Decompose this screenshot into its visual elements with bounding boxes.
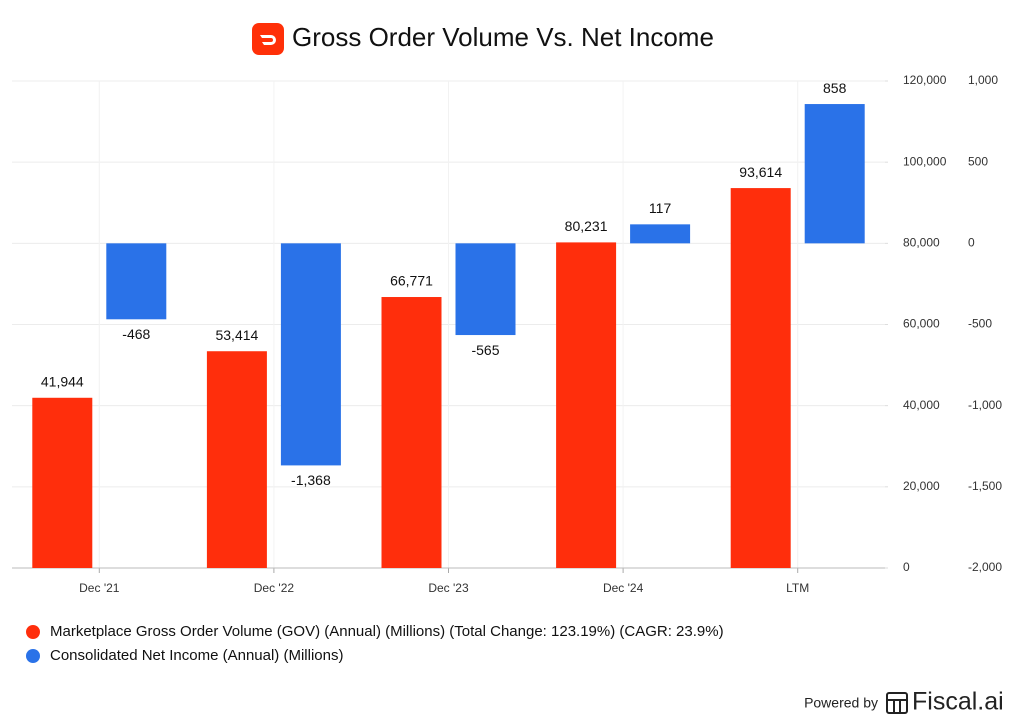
bar (106, 243, 167, 320)
bar (32, 397, 93, 568)
x-tick-label: Dec '24 (603, 581, 644, 595)
y2-tick-label: -1,000 (968, 398, 1002, 412)
legend-label: Marketplace Gross Order Volume (GOV) (An… (50, 623, 724, 640)
brand-name: Fiscal.ai (912, 688, 1004, 716)
bar (381, 297, 442, 568)
legend-label: Consolidated Net Income (Annual) (Millio… (50, 647, 343, 664)
logo-glyph (260, 35, 276, 45)
value-label: -565 (471, 342, 499, 358)
y-tick-label: 100,000 (903, 154, 947, 168)
x-tick-label: Dec '23 (428, 581, 469, 595)
title-logo (252, 23, 284, 55)
x-tick-label: Dec '22 (254, 581, 295, 595)
y2-tick-label: 1,000 (968, 73, 998, 87)
legend-marker (26, 649, 40, 663)
legend-marker (26, 625, 40, 639)
value-label: -1,368 (291, 472, 331, 488)
value-label: 80,231 (565, 218, 608, 234)
value-label: 66,771 (390, 273, 433, 289)
bar (280, 243, 341, 466)
bar (556, 242, 617, 568)
value-label: 858 (823, 80, 847, 96)
y-tick-label: 60,000 (903, 317, 940, 331)
bar (730, 188, 791, 568)
powered-by: Powered by (804, 695, 878, 711)
y2-tick-label: 500 (968, 154, 988, 168)
y2-tick-label: 0 (968, 236, 975, 250)
y-tick-label: 20,000 (903, 479, 940, 493)
value-label: 117 (649, 200, 672, 216)
brand-icon (886, 692, 908, 714)
value-label: 53,414 (215, 327, 258, 343)
y2-tick-label: -2,000 (968, 560, 1002, 574)
chart-title: Gross Order Volume Vs. Net Income (292, 22, 714, 52)
bar (455, 243, 516, 336)
y2-tick-label: -1,500 (968, 479, 1002, 493)
x-tick-label: LTM (786, 581, 809, 595)
y2-tick-label: -500 (968, 317, 992, 331)
bar (206, 351, 267, 568)
y-tick-label: 0 (903, 560, 910, 574)
x-tick-label: Dec '21 (79, 581, 120, 595)
value-label: 93,614 (739, 164, 782, 180)
y-tick-label: 80,000 (903, 236, 940, 250)
bar (630, 224, 691, 244)
value-label: -468 (122, 326, 150, 342)
bar (804, 104, 865, 244)
y-tick-label: 40,000 (903, 398, 940, 412)
y-tick-label: 120,000 (903, 73, 947, 87)
value-label: 41,944 (41, 373, 84, 389)
